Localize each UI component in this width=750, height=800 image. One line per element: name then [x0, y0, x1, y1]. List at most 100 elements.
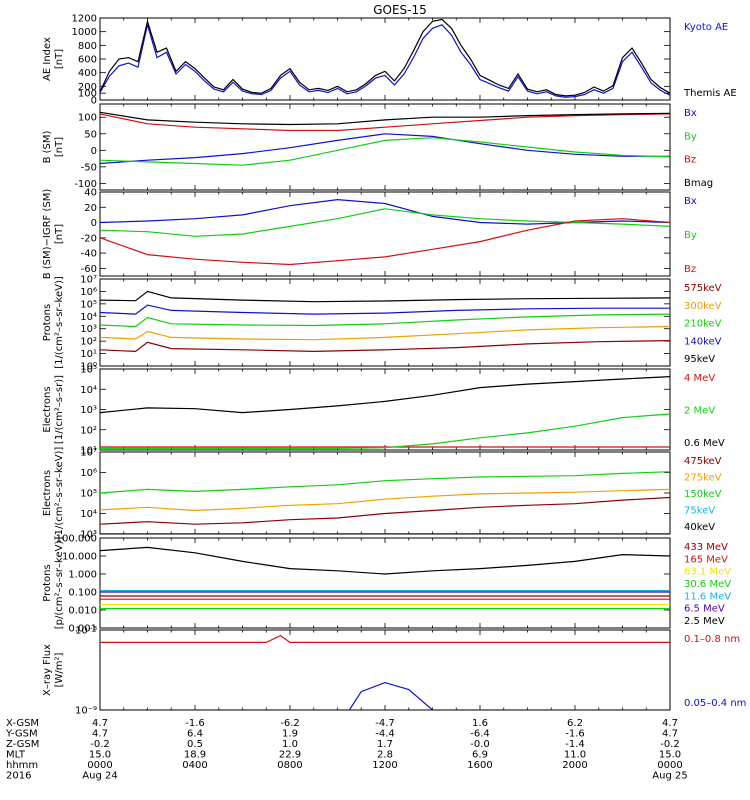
legend-entry: 475keV	[684, 456, 722, 467]
y-tick-label: 10⁵	[80, 489, 97, 500]
axis-row-value: -4.7	[375, 718, 395, 729]
legend-entry: 140keV	[684, 336, 722, 347]
axis-row-label: MLT	[6, 750, 26, 761]
series-line-by	[100, 137, 670, 166]
axis-row-value: 18.9	[184, 750, 206, 761]
y-tick-label: 1200	[72, 14, 97, 25]
y-tick-label: 10⁵	[80, 365, 97, 376]
axis-row-label: Z-GSM	[6, 739, 39, 750]
legend-entry: Bx	[684, 196, 697, 207]
legend-entry: By	[684, 131, 697, 142]
y-tick-label: 10⁶	[80, 287, 97, 298]
y-axis-label: [1/(cm²–s–sr–keV)]	[54, 447, 65, 540]
y-tick-label: 100	[78, 113, 97, 124]
legend-entry: 63.1 MeV	[684, 567, 731, 578]
axis-row-value: 1.9	[282, 729, 298, 740]
y-tick-label: 10³	[80, 324, 97, 335]
series-line-by	[100, 208, 670, 237]
axis-row-value: 22.9	[279, 750, 301, 761]
axis-row-label: Y-GSM	[5, 729, 38, 740]
legend-entry: 95keV	[684, 354, 715, 365]
y-tick-label: 200	[78, 82, 97, 93]
y-tick-label: 50	[84, 129, 97, 140]
legend-entry: 433 MeV	[684, 542, 728, 553]
legend-entry: 2 MeV	[684, 406, 715, 417]
legend-entry: 30.6 MeV	[684, 579, 731, 590]
series-line-0-6-mev	[100, 376, 670, 414]
series-line-150kev	[100, 471, 670, 494]
series-line-bx	[100, 133, 670, 165]
series-line-140kev	[100, 304, 670, 315]
legend-entry: 210keV	[684, 319, 722, 330]
series-line-210kev	[100, 313, 670, 328]
y-tick-label: 10²	[80, 337, 97, 348]
y-tick-label: 10³	[80, 405, 97, 416]
y-tick-label: 0.001	[68, 624, 97, 635]
panel-frame-bsm	[99, 103, 671, 191]
y-axis-label: [W/m²]	[54, 652, 65, 687]
series-line-bz	[100, 113, 670, 132]
y-tick-label: 40	[84, 188, 97, 199]
y-tick-label: 0	[91, 218, 97, 229]
axis-row-label: 2016	[6, 771, 31, 782]
legend-entry: Bx	[684, 108, 697, 119]
y-tick-label: 10⁴	[80, 509, 97, 520]
y-axis-label: Electrons	[42, 470, 53, 516]
y-tick-label: 10⁷	[80, 448, 97, 459]
axis-row-value: 11.0	[564, 750, 586, 761]
axis-row-value: -1.6	[565, 729, 585, 740]
legend-entry: 2.5 MeV	[684, 616, 725, 627]
panel-frame-ae	[99, 17, 671, 101]
series-line-2-mev	[100, 413, 670, 449]
axis-row-label: X-GSM	[6, 718, 39, 729]
y-tick-label: -20	[81, 233, 97, 244]
legend-entry: 11.6 MeV	[684, 591, 731, 602]
y-tick-label: 1000	[72, 27, 97, 38]
axis-row-value: 1.0	[282, 739, 298, 750]
axis-row-label: hhmm	[6, 760, 38, 771]
y-tick-label: -50	[81, 162, 97, 173]
y-tick-label: 10⁰	[80, 362, 97, 373]
axis-row-value: 4.7	[92, 729, 108, 740]
y-tick-label: 0	[91, 146, 97, 157]
axis-row-value: 2000	[562, 760, 587, 771]
axis-row-value: 15.0	[89, 750, 111, 761]
legend-entry: 575keV	[684, 283, 722, 294]
y-axis-label: Electrons	[42, 386, 53, 432]
series-line-2-5-mev	[100, 546, 670, 575]
axis-row-value: 0000	[87, 760, 112, 771]
axis-row-value: -1.4	[565, 739, 585, 750]
axis-row-value: 6.2	[567, 718, 583, 729]
axis-row-value: 1.6	[472, 718, 488, 729]
axis-row-value: 0800	[277, 760, 302, 771]
series-line-475kev	[100, 496, 670, 525]
legend-entry: 4 MeV	[684, 373, 715, 384]
y-axis-label: B (SM)	[42, 130, 53, 163]
y-axis-label: [nT]	[54, 224, 65, 244]
y-axis-label: [nT]	[54, 137, 65, 157]
y-tick-label: 100	[78, 89, 97, 100]
series-line-kyoto-ae	[100, 24, 670, 98]
y-tick-label: 10¹	[80, 349, 97, 360]
y-tick-label: 10⁷	[80, 275, 97, 286]
y-tick-label: 100.000	[56, 534, 97, 545]
panel-frame-bigrf	[99, 191, 671, 277]
y-tick-label: 10⁻⁸	[75, 626, 97, 637]
y-tick-label: 1.000	[68, 570, 97, 581]
axis-row-value: -1.6	[185, 718, 205, 729]
y-tick-label: -40	[81, 249, 97, 260]
y-tick-label: 10⁴	[80, 385, 97, 396]
y-axis-label: X–ray Flux	[42, 644, 53, 696]
y-tick-label: 10¹	[80, 446, 97, 457]
legend-entry: 6.5 MeV	[684, 604, 725, 615]
y-tick-label: 20	[84, 203, 97, 214]
axis-row-value: 4.7	[662, 729, 678, 740]
y-tick-label: 0.010	[68, 606, 97, 617]
legend-entry: 165 MeV	[684, 554, 728, 565]
legend-entry: 75keV	[684, 506, 715, 517]
panel-frame-electrons_kev	[99, 451, 671, 535]
axis-row-value: -0.0	[470, 739, 490, 750]
y-axis-label: [p/(cm²–s–sr–keV)]	[54, 537, 65, 630]
